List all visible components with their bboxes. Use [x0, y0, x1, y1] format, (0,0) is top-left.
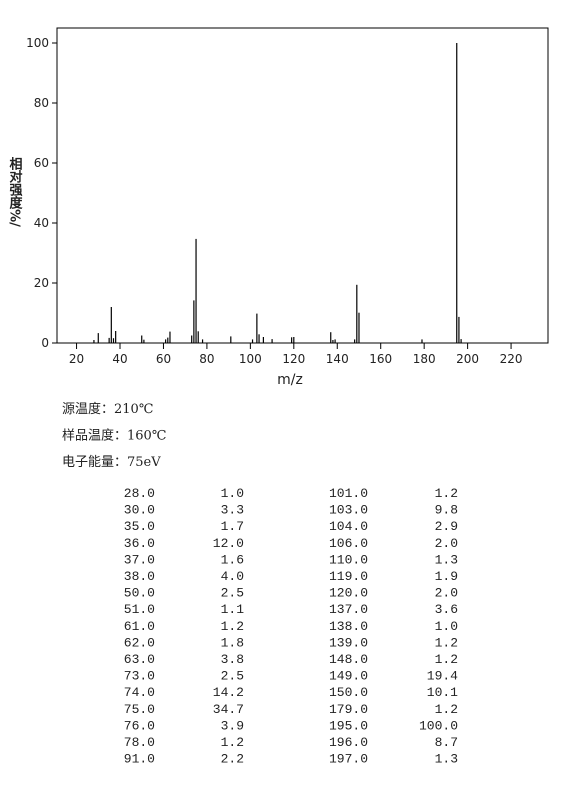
y-axis-label: 相对强度%/ [7, 157, 23, 228]
mz-cell: 138.0 [329, 619, 368, 634]
plot-frame [56, 27, 549, 344]
mz-cell: 35.0 [124, 519, 155, 534]
intensity-cell: 1.0 [435, 619, 458, 634]
intensity-cell: 2.5 [221, 586, 244, 601]
intensity-cell: 2.5 [221, 669, 244, 684]
intensity-cell: 2.9 [435, 519, 458, 534]
mz-cell: 106.0 [329, 536, 368, 551]
y-tick-label: 100 [26, 36, 49, 50]
mz-cell: 61.0 [124, 619, 155, 634]
y-tick-label: 40 [34, 216, 49, 230]
mz-cell: 78.0 [124, 735, 155, 750]
x-tick-label: 160 [369, 352, 392, 366]
x-tick-label: 80 [199, 352, 214, 366]
mz-cell: 63.0 [124, 652, 155, 667]
x-tick-label: 60 [156, 352, 171, 366]
intensity-cell: 19.4 [427, 669, 458, 684]
intensity-cell: 1.8 [221, 635, 244, 650]
mz-cell: 195.0 [329, 718, 368, 733]
mz-cell: 149.0 [329, 669, 368, 684]
y-tick-label: 60 [34, 156, 49, 170]
mz-cell: 30.0 [124, 503, 155, 518]
mz-cell: 103.0 [329, 503, 368, 518]
x-tick-label: 180 [413, 352, 436, 366]
x-tick-label: 120 [282, 352, 305, 366]
intensity-cell: 1.1 [221, 602, 245, 617]
intensity-cell: 1.2 [221, 619, 244, 634]
x-tick-label: 140 [326, 352, 349, 366]
intensity-cell: 100.0 [419, 718, 458, 733]
mz-cell: 137.0 [329, 602, 368, 617]
mz-cell: 120.0 [329, 586, 368, 601]
intensity-cell: 2.2 [221, 752, 244, 767]
x-tick-label: 100 [239, 352, 262, 366]
intensity-cell: 1.6 [221, 552, 244, 567]
intensity-cell: 1.2 [435, 635, 458, 650]
intensity-cell: 1.2 [435, 486, 458, 501]
intensity-cell: 1.9 [435, 569, 458, 584]
mz-cell: 75.0 [124, 702, 155, 717]
intensity-cell: 1.2 [435, 652, 458, 667]
mz-cell: 139.0 [329, 635, 368, 650]
mz-cell: 179.0 [329, 702, 368, 717]
intensity-cell: 1.0 [221, 486, 244, 501]
x-tick-label: 220 [500, 352, 523, 366]
intensity-cell: 8.7 [435, 735, 458, 750]
mz-cell: 91.0 [124, 752, 155, 767]
mz-cell: 50.0 [124, 586, 155, 601]
x-tick-label: 200 [456, 352, 479, 366]
mz-cell: 197.0 [329, 752, 368, 767]
intensity-cell: 3.3 [221, 503, 244, 518]
y-tick-label: 80 [34, 96, 49, 110]
intensity-cell: 2.0 [435, 536, 458, 551]
intensity-cell: 10.1 [427, 685, 458, 700]
intensity-cell: 1.2 [435, 702, 458, 717]
intensity-cell: 2.0 [435, 586, 458, 601]
mz-cell: 101.0 [329, 486, 368, 501]
mz-cell: 119.0 [329, 569, 368, 584]
y-tick-label: 20 [34, 276, 49, 290]
mz-cell: 36.0 [124, 536, 155, 551]
mz-cell: 148.0 [329, 652, 368, 667]
intensity-cell: 1.7 [221, 519, 244, 534]
mz-cell: 37.0 [124, 552, 155, 567]
mz-cell: 38.0 [124, 569, 155, 584]
mz-cell: 104.0 [329, 519, 368, 534]
mz-cell: 74.0 [124, 685, 155, 700]
intensity-cell: 1.3 [435, 552, 458, 567]
mz-cell: 62.0 [124, 635, 155, 650]
mz-cell: 196.0 [329, 735, 368, 750]
y-tick-label: 0 [41, 336, 49, 350]
info-line: 样品温度：160℃ [62, 428, 166, 444]
intensity-cell: 9.8 [435, 503, 458, 518]
mz-cell: 51.0 [124, 602, 155, 617]
info-line: 源温度：210℃ [62, 401, 153, 417]
intensity-cell: 3.8 [221, 652, 244, 667]
mz-cell: 28.0 [124, 486, 155, 501]
intensity-cell: 1.3 [435, 752, 458, 767]
x-tick-label: 20 [69, 352, 84, 366]
mz-cell: 150.0 [329, 685, 368, 700]
x-axis-label: m/z [277, 372, 303, 388]
intensity-cell: 34.7 [213, 702, 244, 717]
intensity-cell: 12.0 [213, 536, 244, 551]
intensity-cell: 4.0 [221, 569, 244, 584]
intensity-cell: 3.6 [435, 602, 458, 617]
intensity-cell: 14.2 [213, 685, 244, 700]
mz-cell: 110.0 [329, 552, 368, 567]
mz-cell: 73.0 [124, 669, 155, 684]
mz-cell: 76.0 [124, 718, 155, 733]
x-tick-label: 40 [112, 352, 127, 366]
intensity-cell: 1.2 [221, 735, 244, 750]
intensity-cell: 3.9 [221, 718, 244, 733]
info-line: 电子能量：75eV [62, 455, 161, 470]
